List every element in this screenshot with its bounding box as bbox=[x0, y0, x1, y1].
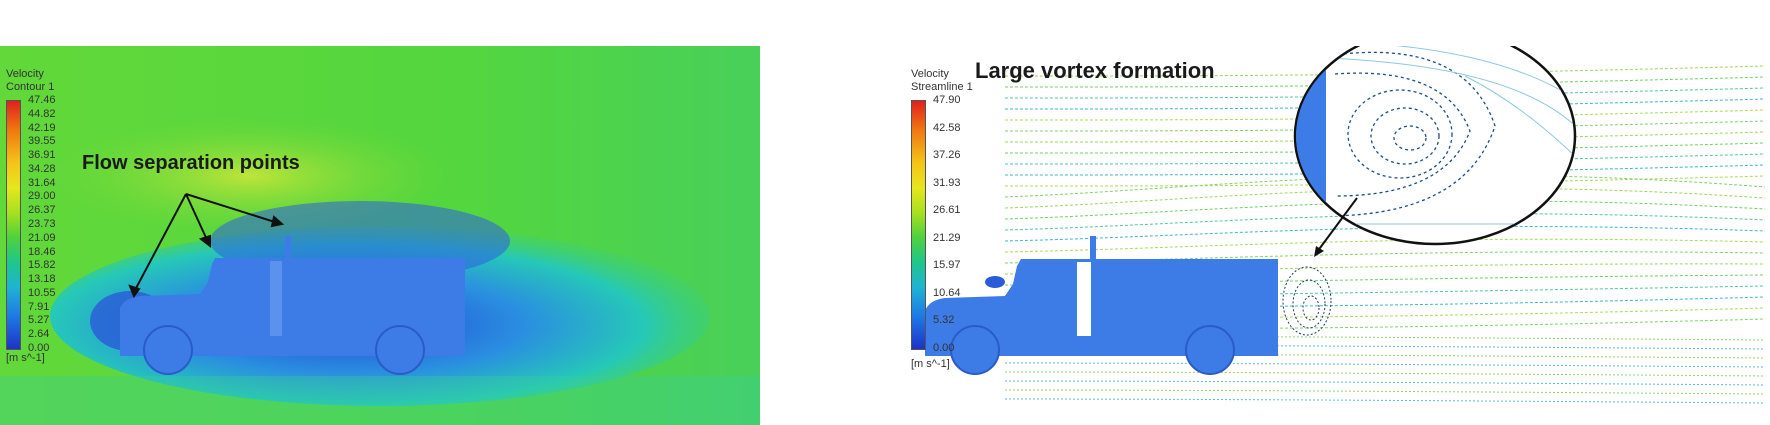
legend-tick-label: 10.64 bbox=[933, 286, 961, 299]
legend-tick-label: 34.28 bbox=[28, 162, 56, 175]
legend-tick-label: 18.46 bbox=[28, 245, 56, 258]
legend-title-quantity: Velocity bbox=[6, 68, 44, 80]
legend-tick-label: 21.09 bbox=[28, 231, 56, 244]
legend-tick-label: 0.00 bbox=[28, 342, 50, 354]
legend-tick-label: 39.55 bbox=[28, 135, 56, 148]
legend-tick-label: 21.29 bbox=[933, 231, 961, 244]
legend-tick-label: 23.73 bbox=[28, 218, 56, 230]
legend-tick-label: 13.18 bbox=[28, 273, 56, 286]
legend-tick-label: 10.55 bbox=[28, 286, 56, 299]
truck-silhouette bbox=[120, 236, 465, 375]
streamline bbox=[1004, 380, 1766, 386]
legend-tick-label: 5.27 bbox=[28, 314, 50, 327]
contour-plot bbox=[0, 46, 760, 425]
legend-title-streamline: Streamline 1 bbox=[911, 81, 973, 93]
legend-tick-label: 44.82 bbox=[28, 107, 56, 120]
legend-tick-label: 15.82 bbox=[28, 259, 56, 272]
legend-tick-label: 29.00 bbox=[28, 190, 56, 203]
legend-tick-label: 26.37 bbox=[28, 204, 56, 217]
vortex-zoom-inset bbox=[1293, 46, 1577, 257]
streamline bbox=[1004, 213, 1766, 231]
legend-tick-label: 36.91 bbox=[28, 149, 56, 162]
legend-tick-label: 42.19 bbox=[28, 121, 56, 134]
streamline bbox=[1004, 335, 1766, 341]
streamline bbox=[1004, 371, 1766, 377]
streamline bbox=[1004, 398, 1766, 404]
legend-tick-label: 31.64 bbox=[28, 176, 56, 189]
legend-tick-label: 0.00 bbox=[933, 342, 955, 354]
streamline-plot bbox=[905, 46, 1770, 425]
legend-tick-label: 5.32 bbox=[933, 314, 955, 327]
legend-title: Velocity Streamline 1 bbox=[911, 68, 973, 94]
streamline bbox=[1004, 344, 1766, 350]
legend-tick-label: 42.58 bbox=[933, 121, 961, 134]
legend-title: Velocity Contour 1 bbox=[6, 68, 54, 94]
streamline bbox=[1004, 353, 1766, 359]
legend-title-quantity: Velocity bbox=[911, 68, 949, 80]
legend-tick-label: 37.26 bbox=[933, 149, 961, 162]
legend-title-contour: Contour 1 bbox=[6, 81, 55, 93]
legend-tick-label: 7.91 bbox=[28, 300, 50, 313]
truck-silhouette bbox=[925, 236, 1278, 375]
front-vortex bbox=[985, 276, 1005, 288]
velocity-streamline-panel: Velocity Streamline 1 47.90 42.58 37.26 31.… bbox=[905, 46, 1770, 425]
legend-tick-label: 15.97 bbox=[933, 259, 961, 272]
streamline bbox=[1004, 362, 1766, 368]
color-legend-bar bbox=[6, 100, 21, 350]
streamline bbox=[1004, 389, 1766, 395]
legend-tick-label: 47.46 bbox=[28, 94, 56, 106]
color-legend-bar bbox=[911, 100, 926, 350]
legend-tick-label: 2.64 bbox=[28, 328, 50, 341]
legend-tick-label: 26.61 bbox=[933, 204, 961, 217]
legend-units: [m s^-1] bbox=[911, 358, 950, 370]
legend-units: [m s^-1] bbox=[6, 352, 45, 364]
legend-tick-label: 31.93 bbox=[933, 176, 961, 189]
vortex-formation-label: Large vortex formation bbox=[975, 58, 1215, 83]
flow-separation-label: Flow separation points bbox=[82, 152, 300, 174]
ground-layer bbox=[0, 376, 760, 425]
legend-tick-label: 47.90 bbox=[933, 94, 961, 106]
separation-arrows bbox=[128, 193, 285, 299]
wake-vortex bbox=[1282, 266, 1332, 336]
velocity-contour-panel: Velocity Contour 1 47.46 44.82 42.19 39.55 3… bbox=[0, 46, 760, 425]
